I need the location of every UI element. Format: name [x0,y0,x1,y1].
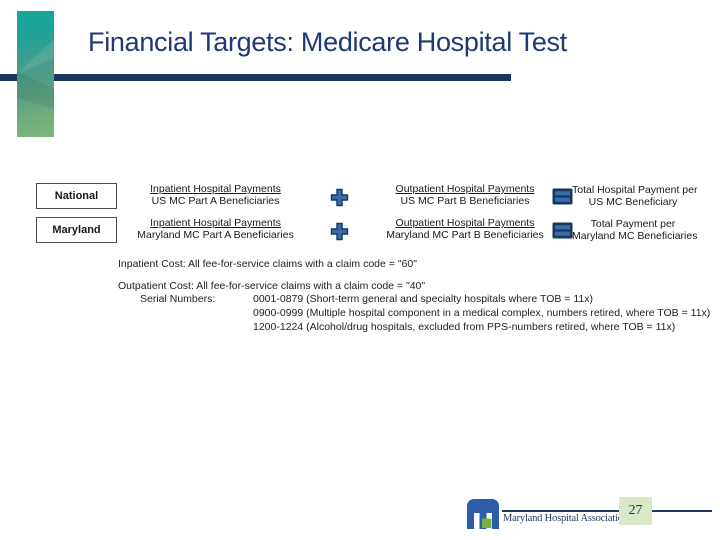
note-outpatient-cost: Outpatient Cost: All fee-for-service cla… [118,280,426,292]
label-box-national: National [36,183,117,209]
serial-range-3: 1200-1224 (Alcohol/drug hospitals, exclu… [253,321,676,333]
plus-icon [330,222,349,246]
fraction-inpatient-national: Inpatient Hospital Payments US MC Part A… [128,183,303,207]
serial-numbers-list: 0001-0879 (Short-term general and specia… [253,292,710,334]
note-inpatient-cost: Inpatient Cost: All fee-for-service clai… [118,258,417,270]
fraction-denominator: Maryland MC Part B Beneficiaries [386,228,544,241]
serial-range-2: 0900-0999 (Multiple hospital component i… [253,307,711,319]
fraction-numerator: Inpatient Hospital Payments [150,217,281,229]
result-national: Total Hospital Payment per US MC Benefic… [572,184,698,208]
fraction-denominator: Maryland MC Part A Beneficiaries [137,228,294,241]
serial-numbers-label: Serial Numbers: [140,293,216,305]
serial-range-1: 0001-0879 (Short-term general and specia… [253,293,593,305]
plus-icon [330,188,349,212]
fraction-numerator: Outpatient Hospital Payments [395,217,535,229]
fraction-inpatient-maryland: Inpatient Hospital Payments Maryland MC … [128,217,303,241]
title-decoration-bar [17,11,54,137]
result-line1: Total Hospital Payment per [572,184,698,196]
mha-logo-icon [467,499,500,534]
fraction-outpatient-maryland: Outpatient Hospital Payments Maryland MC… [376,217,554,241]
result-line2: Maryland MC Beneficiaries [572,229,698,242]
label-box-maryland: Maryland [36,217,117,243]
equals-icon [552,222,573,244]
decoration-facet [17,71,54,110]
result-line2: US MC Beneficiary [588,195,678,208]
result-line1: Total Payment per [590,218,676,230]
equals-icon [552,188,573,210]
decoration-facet [17,38,54,74]
page-number: 27 [628,503,643,518]
page-number-box: 27 [619,497,652,525]
label-maryland: Maryland [52,224,101,236]
footer-rule-left [502,510,619,512]
mha-logo-text: Maryland Hospital Association [503,513,628,524]
fraction-numerator: Outpatient Hospital Payments [395,183,535,195]
title-underline-rule [0,74,511,81]
fraction-numerator: Inpatient Hospital Payments [150,183,281,195]
fraction-outpatient-national: Outpatient Hospital Payments US MC Part … [376,183,554,207]
fraction-denominator: US MC Part A Beneficiaries [151,194,280,207]
page-title: Financial Targets: Medicare Hospital Tes… [88,27,567,57]
label-national: National [54,190,99,202]
footer-rule-right [652,510,712,512]
fraction-denominator: US MC Part B Beneficiaries [400,194,530,207]
result-maryland: Total Payment per Maryland MC Beneficiar… [572,218,698,242]
